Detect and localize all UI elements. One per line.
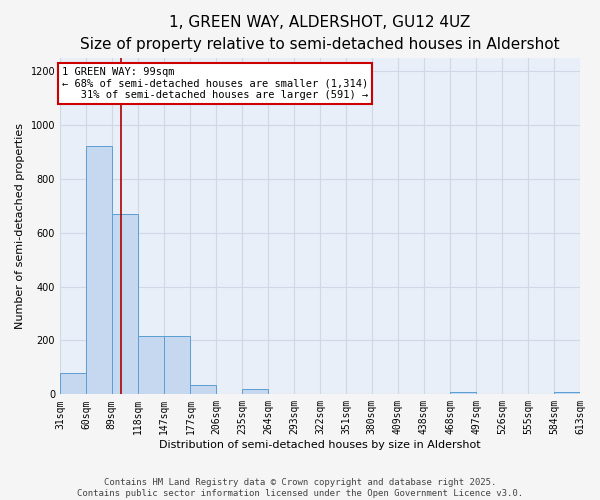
Bar (138, 336, 164, 394)
Bar (451, 392, 476, 394)
Title: 1, GREEN WAY, ALDERSHOT, GU12 4UZ
Size of property relative to semi-detached hou: 1, GREEN WAY, ALDERSHOT, GU12 4UZ Size o… (80, 15, 560, 52)
Text: 1 GREEN WAY: 99sqm
← 68% of semi-detached houses are smaller (1,314)
   31% of s: 1 GREEN WAY: 99sqm ← 68% of semi-detache… (62, 67, 368, 100)
Bar (112, 214, 138, 394)
Bar (60, 373, 86, 394)
Bar (86, 146, 112, 394)
Y-axis label: Number of semi-detached properties: Number of semi-detached properties (15, 123, 25, 329)
X-axis label: Distribution of semi-detached houses by size in Aldershot: Distribution of semi-detached houses by … (159, 440, 481, 450)
Text: Contains HM Land Registry data © Crown copyright and database right 2025.
Contai: Contains HM Land Registry data © Crown c… (77, 478, 523, 498)
Bar (242, 389, 268, 394)
Bar (190, 385, 217, 394)
Bar (554, 392, 580, 394)
Bar (164, 336, 190, 394)
